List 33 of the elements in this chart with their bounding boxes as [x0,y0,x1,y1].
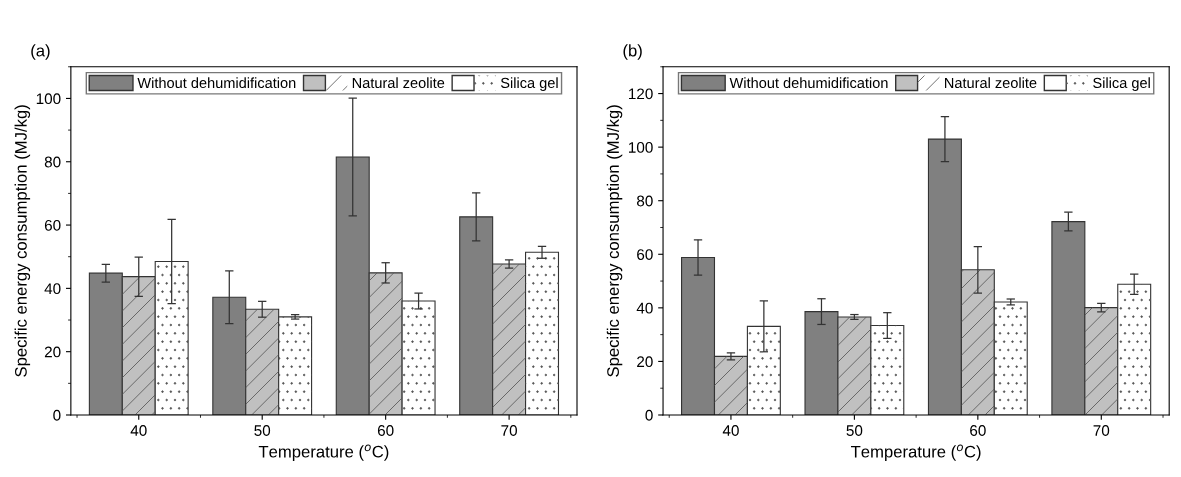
x-tick-label: 60 [970,425,986,436]
y-tick-label: 40 [636,302,653,314]
legend-label: Natural zeolite [945,77,1037,89]
y-tick-label: 100 [36,93,61,105]
x-axis-title: Temperature ($^{o}$C) [850,444,981,461]
text: (b) [623,44,642,60]
y-tick-label: 80 [637,195,653,207]
y-tick-label: 20 [637,356,653,368]
x-tick-label: 70 [501,425,518,436]
y-axis-title: Specific energy consumption (MJ/kg) [606,105,623,377]
x-tick-label: 70 [1093,425,1110,436]
y-tick-label: 100 [629,142,653,153]
y-tick-label: 0 [645,409,653,421]
y-tick-label: 60 [637,249,653,260]
text: (a) [31,44,50,60]
y-tick-label: 60 [44,219,61,231]
legend-label: Natural zeolite [352,77,445,89]
legend-label: Without dehumidification [729,77,888,89]
y-tick-label: 80 [44,156,61,168]
y-axis-title: Specific energy consumption (MJ/kg) [14,105,31,377]
y-tick-label: 20 [44,346,61,358]
y-tick-label: 0 [53,409,61,421]
legend-label: Silica gel [500,77,558,91]
x-tick-label: 50 [254,425,271,436]
x-tick-label: 50 [846,425,863,436]
y-tick-label: 120 [629,88,653,100]
y-tick-label: 40 [44,283,61,295]
legend-label: Without dehumidification [137,77,296,89]
legend-label: Silica gel [1093,77,1150,91]
x-tick-label: 60 [377,425,394,436]
x-tick-label: 40 [722,425,739,436]
x-axis-title: Temperature ($^{o}$C) [258,444,389,461]
x-tick-label: 40 [130,425,147,436]
